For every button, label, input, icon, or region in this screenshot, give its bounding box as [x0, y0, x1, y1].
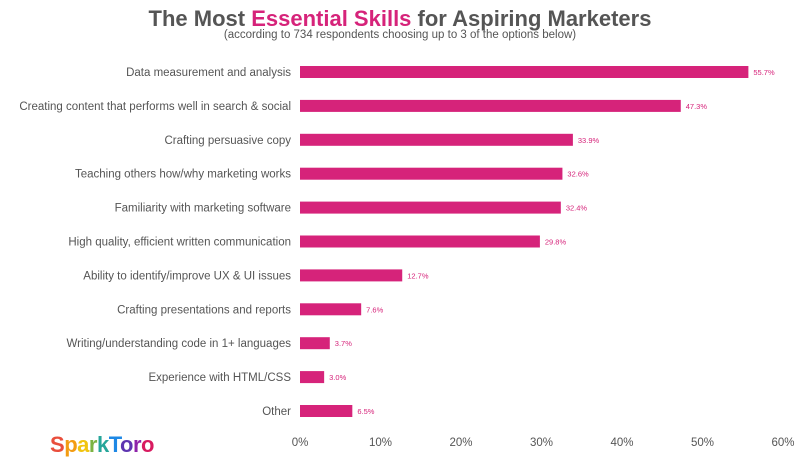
chart-title: The Most Essential Skills for Aspiring M…: [0, 6, 800, 32]
category-label: Ability to identify/improve UX & UI issu…: [83, 270, 291, 282]
category-label: Teaching others how/why marketing works: [75, 169, 291, 181]
category-label: High quality, efficient written communic…: [68, 237, 291, 249]
bar-value-label: 3.0%: [329, 373, 346, 382]
title-suffix: for Aspiring Marketers: [411, 6, 652, 31]
chart-subtitle: (according to 734 respondents choosing u…: [223, 29, 577, 41]
bar-value-label: 32.4%: [566, 204, 588, 213]
bar-value-label: 33.9%: [578, 136, 600, 145]
category-label: Creating content that performs well in s…: [19, 101, 291, 113]
x-tick-label: 40%: [610, 437, 633, 449]
logo-letter: p: [64, 432, 78, 457]
x-tick-label: 60%: [771, 437, 794, 449]
logo-letter: r: [88, 432, 98, 457]
sparktoro-logo: SparkToro: [50, 432, 154, 458]
category-label: Writing/understanding code in 1+ languag…: [66, 338, 291, 350]
category-label: Experience with HTML/CSS: [148, 372, 291, 384]
bar-value-label: 47.3%: [686, 102, 708, 111]
title-prefix: The Most: [148, 6, 252, 31]
logo-letter: r: [132, 432, 142, 457]
bar-value-label: 12.7%: [407, 271, 429, 280]
x-tick-label: 30%: [530, 437, 553, 449]
x-tick-label: 50%: [691, 437, 714, 449]
bar: [300, 235, 540, 248]
logo-letter: o: [141, 432, 154, 457]
logo-letter: k: [96, 432, 109, 457]
logo-letter: T: [108, 432, 121, 457]
bar: [300, 201, 561, 214]
bar: [300, 405, 353, 417]
logo-letter: S: [50, 432, 65, 457]
logo-letter: o: [120, 432, 133, 457]
x-tick-label: 10%: [369, 437, 392, 449]
bar: [300, 303, 362, 316]
category-label: Crafting presentations and reports: [117, 304, 291, 316]
bar: [300, 66, 749, 78]
title-highlight: Essential Skills: [251, 6, 412, 31]
bar-value-label: 3.7%: [335, 339, 352, 348]
bar-value-label: 6.5%: [357, 407, 374, 416]
bar-value-label: 29.8%: [545, 238, 567, 247]
bar: [300, 167, 563, 180]
category-label: Familiarity with marketing software: [115, 203, 291, 215]
bar: [300, 269, 403, 282]
bar: [300, 99, 681, 112]
category-label: Crafting persuasive copy: [164, 135, 291, 147]
bar-value-label: 32.6%: [567, 170, 589, 179]
category-label: Other: [262, 406, 291, 418]
bar: [300, 371, 325, 384]
category-label: Data measurement and analysis: [126, 67, 291, 79]
bar-value-label: 55.7%: [753, 68, 775, 77]
x-tick-label: 0%: [292, 437, 309, 449]
bar: [300, 133, 573, 146]
x-tick-label: 20%: [449, 437, 472, 449]
logo-letter: a: [77, 432, 89, 457]
bar: [300, 337, 330, 350]
bar-value-label: 7.6%: [366, 305, 383, 314]
